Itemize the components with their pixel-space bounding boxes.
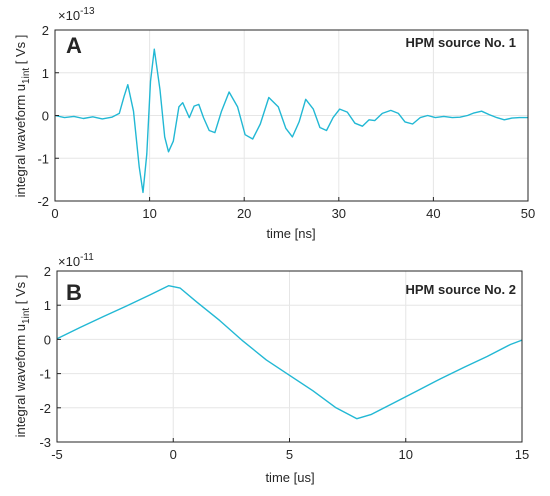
panel-b: -5 0 5 10 15 -3 -2 -1 0 1 2 B HPM source No. 2 ×1… (13, 252, 529, 485)
y-axis-label-unit: [ Vs ] (13, 275, 28, 308)
y-exponent-base: ×10 (58, 254, 80, 269)
y-tick-label: 0 (42, 109, 49, 124)
x-tick-label: 20 (237, 206, 251, 221)
panel-title: HPM source No. 1 (405, 35, 516, 50)
panel-a: 0 10 20 30 40 50 -2 -1 0 1 2 A HPM source No. 1 ×… (13, 6, 535, 241)
y-axis-label: integral waveform u1int [ Vs ] (13, 275, 32, 438)
x-tick-label: 5 (286, 447, 293, 462)
panel-letter: B (66, 280, 82, 305)
y-axis-label-sub: 1int (21, 308, 32, 324)
y-exponent-power: -13 (80, 6, 95, 17)
panel-title: HPM source No. 2 (405, 282, 516, 297)
y-exponent-power: -11 (80, 252, 94, 263)
x-tick-label: 30 (332, 206, 346, 221)
y-axis-label-main: integral waveform u (13, 324, 28, 437)
y-exponent: ×10-13 (58, 6, 95, 23)
y-tick-label: 1 (44, 298, 51, 313)
x-tick-labels: -5 0 5 10 15 (51, 438, 529, 462)
y-exponent-base: ×10 (58, 8, 80, 23)
y-tick-label: 1 (42, 66, 49, 81)
y-tick-label: -3 (39, 435, 51, 450)
x-tick-label: 50 (521, 206, 535, 221)
x-tick-label: 10 (399, 447, 413, 462)
x-tick-label: 0 (51, 206, 58, 221)
x-tick-label: 40 (426, 206, 440, 221)
y-tick-labels: -3 -2 -1 0 1 2 (39, 264, 61, 450)
y-tick-label: -1 (39, 367, 51, 382)
x-tick-label: 10 (142, 206, 156, 221)
y-tick-labels: -2 -1 0 1 2 (37, 23, 59, 209)
x-axis-label: time [ns] (266, 226, 315, 241)
series-line (54, 48, 528, 194)
x-tick-label: -5 (51, 447, 63, 462)
x-tick-label: 15 (515, 447, 529, 462)
y-tick-label: -2 (39, 401, 51, 416)
y-tick-label: 0 (44, 332, 51, 347)
y-axis-label-unit: [ Vs ] (13, 35, 28, 68)
y-axis-label: integral waveform u1int [ Vs ] (13, 35, 32, 198)
y-axis-label-main: integral waveform u (13, 84, 28, 197)
x-tick-label: 0 (170, 447, 177, 462)
x-axis-label: time [us] (265, 470, 314, 485)
x-tick-labels: 0 10 20 30 40 50 (51, 197, 535, 221)
y-tick-label: 2 (44, 264, 51, 279)
series-line (56, 285, 523, 420)
panel-letter: A (66, 33, 82, 58)
y-tick-label: 2 (42, 23, 49, 38)
y-axis-label-sub: 1int (21, 68, 32, 84)
y-tick-label: -1 (37, 151, 49, 166)
y-exponent: ×10-11 (58, 252, 94, 269)
y-tick-label: -2 (37, 194, 49, 209)
